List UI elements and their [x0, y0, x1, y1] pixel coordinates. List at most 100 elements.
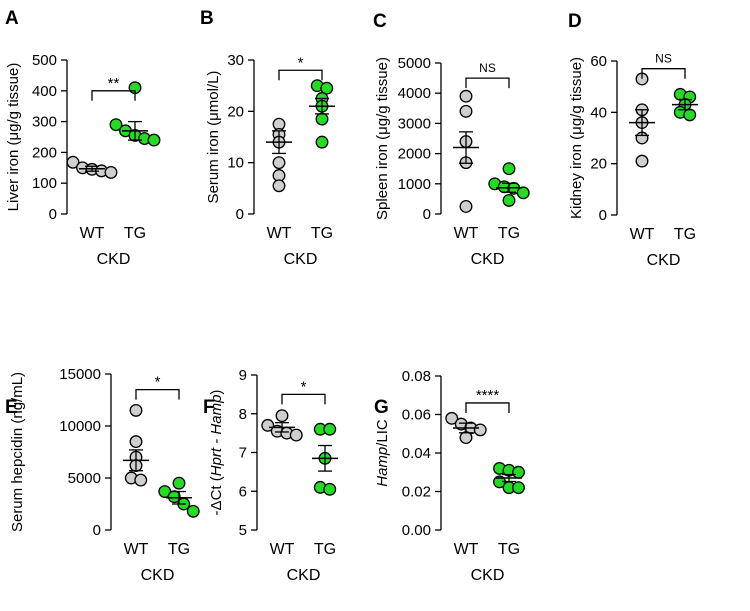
- significance-label: **: [108, 75, 120, 92]
- tg-data-point: [315, 112, 329, 126]
- wt-data-point: [261, 418, 275, 432]
- tg-data-point: [315, 135, 329, 149]
- x-group-label: CKD: [97, 251, 131, 268]
- y-axis-title: Spleen iron (μg/g tissue): [374, 57, 391, 220]
- tg-data-point: [109, 118, 123, 132]
- y-tick-label: 200: [32, 144, 57, 161]
- significance-label: *: [301, 378, 307, 395]
- x-group-label: CKD: [141, 567, 175, 584]
- x-category-label: TG: [498, 225, 520, 242]
- panel-a: A 0 100 200 300 400 500 Liver iron (μg/g tissue…: [5, 8, 161, 268]
- x-category-label: WT: [80, 225, 105, 242]
- wt-data-point: [129, 403, 143, 417]
- significance-bracket: [465, 402, 510, 413]
- y-tick-label: 300: [32, 114, 57, 131]
- y-tick-label: 5000: [398, 55, 431, 72]
- tg-data-point: [323, 482, 337, 496]
- wt-data-point: [289, 428, 303, 442]
- y-axis-title-part: μ: [374, 126, 391, 135]
- tg-data-point: [147, 133, 161, 147]
- y-tick-label: 8: [239, 406, 247, 423]
- y-tick-label: 0: [599, 207, 607, 224]
- tg-data-point: [320, 81, 334, 95]
- y-axis-title: Hamp/LIC: [374, 419, 391, 487]
- x-group-label: CKD: [647, 252, 681, 269]
- panel-f: F 5 6 7 8 9 -ΔCt (Hprt - Hamp) WT TG CKD *: [203, 367, 338, 584]
- y-tick-label: 0.08: [402, 368, 431, 385]
- y-tick-label: 100: [32, 175, 57, 192]
- panel-letter: B: [200, 8, 214, 29]
- x-category-label: TG: [674, 226, 696, 243]
- y-axis-title-part: mol/L): [205, 71, 222, 113]
- y-axis-title-part: μ: [5, 132, 22, 141]
- y-axis-title-part: Serum hepcidin (ng/mL): [9, 372, 26, 532]
- tg-data-point: [323, 422, 337, 436]
- y-tick-label: 0.02: [402, 484, 431, 501]
- wt-data-point: [129, 435, 143, 449]
- y-tick-label: 20: [227, 103, 244, 120]
- y-tick-label: 10: [227, 155, 244, 172]
- y-tick-label: 0.06: [402, 407, 431, 424]
- wt-data-point: [473, 423, 487, 437]
- y-tick-label: 6: [239, 483, 247, 500]
- y-tick-label: 2000: [398, 146, 431, 163]
- y-tick-label: 20: [590, 156, 607, 173]
- y-tick-label: 0: [93, 522, 101, 539]
- y-axis-title-part: Spleen iron (: [374, 135, 391, 220]
- y-tick-label: 500: [32, 52, 57, 69]
- panel-letter: F: [203, 397, 215, 418]
- y-tick-label: 7: [239, 445, 247, 462]
- wt-data-point: [66, 155, 80, 169]
- y-tick-label: 0: [236, 206, 244, 223]
- y-tick-label: 0.04: [402, 445, 431, 462]
- significance-label: NS: [655, 52, 672, 66]
- x-category-label: WT: [630, 226, 655, 243]
- y-axis-title-part: μ: [568, 126, 585, 135]
- wt-data-point: [459, 89, 473, 103]
- x-category-label: WT: [124, 541, 149, 558]
- y-tick-label: 400: [32, 83, 57, 100]
- x-category-label: WT: [454, 541, 479, 558]
- wt-data-point: [275, 409, 289, 423]
- y-tick-label: 60: [590, 53, 607, 70]
- significance-bracket: [641, 68, 686, 79]
- panel-c: C 0 1000 2000 3000 4000 5000 Spleen iron (μg/g …: [373, 11, 530, 268]
- wt-data-point: [459, 431, 473, 445]
- y-axis-title: Serum hepcidin (ng/mL): [9, 372, 26, 532]
- y-tick-label: 0: [49, 206, 57, 223]
- tg-data-point: [172, 476, 186, 490]
- x-category-label: TG: [168, 541, 190, 558]
- x-category-label: TG: [124, 225, 146, 242]
- tg-data-point: [512, 481, 525, 495]
- y-axis-title-part: ): [208, 390, 225, 395]
- significance-label: ****: [476, 387, 500, 404]
- y-axis-title-part: Hamp: [374, 447, 391, 487]
- significance-bracket: [465, 77, 510, 89]
- panel-e: E 0 5000 10000 15000 Serum hepcidin (ng/mL) WT…: [5, 366, 200, 584]
- y-axis-title-part: Serum iron (: [205, 121, 222, 204]
- wt-data-point: [104, 165, 118, 179]
- x-category-label: WT: [454, 225, 479, 242]
- wt-data-point: [272, 179, 286, 193]
- x-group-label: CKD: [284, 251, 318, 268]
- y-axis-title: Serum iron (μmol/L): [205, 71, 222, 204]
- x-category-label: TG: [311, 225, 333, 242]
- panel-g: G 0.00 0.02 0.04 0.06 0.08 Hamp/LIC WT TG CKD ****: [374, 368, 525, 584]
- wt-data-point: [459, 199, 473, 213]
- x-category-label: TG: [498, 541, 520, 558]
- y-axis-title: -ΔCt (Hprt - Hamp): [208, 390, 225, 516]
- tg-data-point: [512, 465, 525, 479]
- y-axis-title-part: -ΔCt (: [208, 476, 225, 515]
- y-tick-label: 40: [590, 104, 607, 121]
- panel-letter: E: [5, 397, 18, 418]
- significance-label: *: [298, 54, 304, 71]
- x-category-label: WT: [267, 225, 292, 242]
- tg-data-point: [186, 504, 200, 518]
- y-tick-label: 3000: [398, 115, 431, 132]
- wt-data-point: [134, 473, 148, 487]
- x-group-label: CKD: [471, 251, 505, 268]
- y-tick-label: 1000: [398, 176, 431, 193]
- y-axis-title-part: μ: [205, 112, 222, 121]
- y-axis-title-part: g/g tissue): [374, 57, 391, 126]
